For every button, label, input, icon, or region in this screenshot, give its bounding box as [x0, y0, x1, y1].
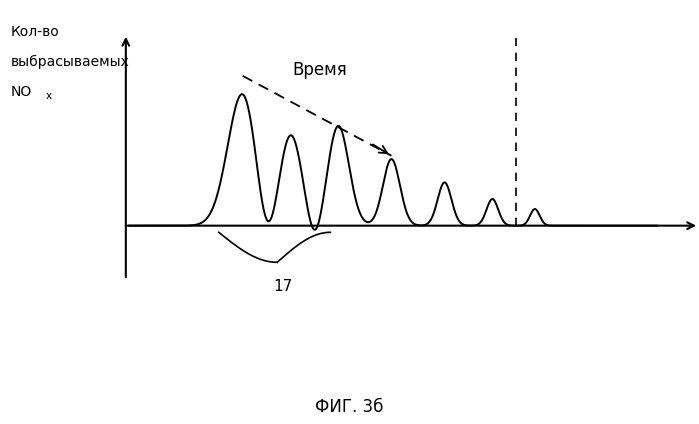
- Text: ФИГ. 3б: ФИГ. 3б: [315, 398, 384, 416]
- Text: Время: Время: [292, 61, 347, 79]
- Text: x: x: [45, 91, 52, 101]
- Text: NO: NO: [10, 85, 31, 99]
- Text: выбрасываемых: выбрасываемых: [10, 55, 129, 69]
- Text: 17: 17: [273, 279, 292, 294]
- Text: Кол-во: Кол-во: [10, 25, 59, 39]
